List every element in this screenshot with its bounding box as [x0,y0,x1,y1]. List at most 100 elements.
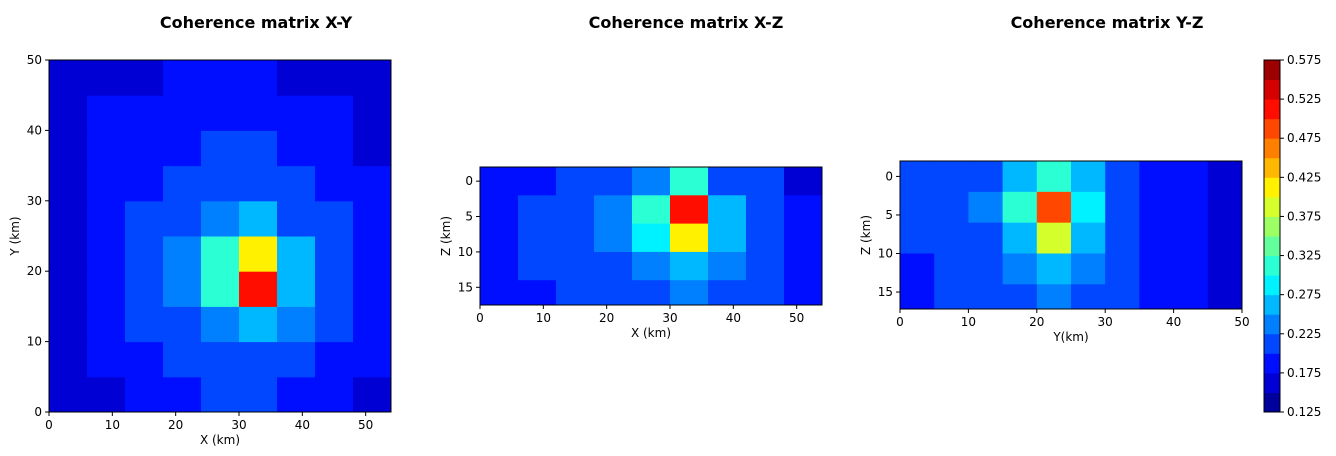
contour-cell [125,165,164,202]
panel: Coherence matrix X-Y 0 10 20 30 40 50 0 10 20 30 40… [8,13,392,447]
colorbar-band [1264,294,1280,315]
colorbar-tick-label: 0.275 [1287,288,1321,302]
contour-cell [315,341,354,378]
x-tick-label: 40 [1166,315,1181,329]
y-tick-label: 5 [465,210,473,224]
contour-cell [1071,253,1106,285]
contour-cell [1036,191,1072,224]
cells [900,161,1242,309]
x-tick-label: 10 [105,418,120,432]
contour-cell [900,191,935,224]
contour-cell [125,236,164,272]
contour-cell [125,376,164,412]
contour-cell [125,95,164,131]
y-axis-label: Z (km) [439,216,453,256]
contour-cell [1173,253,1209,285]
x-axis-label: X (km) [631,326,671,340]
contour-cell [87,236,126,272]
contour-cell [163,236,202,272]
x-tick-label: 50 [358,418,373,432]
contour-cell [315,306,354,343]
contour-cell [277,130,316,167]
contour-cell [480,251,519,281]
x-tick-label: 40 [295,418,310,432]
y-tick-label: 20 [27,264,42,278]
colorbar-band [1264,196,1280,217]
x-tick-label: 0 [45,418,53,432]
colorbar-band [1264,60,1280,81]
contour-cell [556,223,595,253]
contour-cell [746,195,785,225]
colorbar-band [1264,353,1280,374]
contour-cell [1002,284,1038,309]
contour-cell [87,165,126,202]
contour-cell [239,165,278,202]
contour-cell [1139,191,1175,224]
colorbar-band [1264,314,1280,335]
contour-cell [163,341,202,378]
contour-cell [315,376,354,412]
colorbar-band [1264,372,1280,393]
contour-cell [1173,161,1209,193]
contour-cell [87,271,126,307]
contour-cell [163,165,202,202]
y-tick-label: 15 [458,280,473,294]
colorbar-band [1264,79,1280,100]
contour-cell [239,130,278,167]
x-tick-label: 30 [662,311,677,325]
contour-cell [277,200,316,237]
contour-cell [125,271,164,307]
contour-cell [746,280,785,305]
contour-cell [934,191,969,224]
contour-cell [201,95,240,131]
contour-cell [125,200,164,237]
x-tick-label: 0 [476,311,484,325]
contour-cell [201,236,240,272]
contour-cell [353,95,391,131]
contour-cell [746,223,785,253]
contour-cell [518,280,557,305]
y-tick-label: 10 [878,247,893,261]
colorbar-frame [1263,59,1281,413]
contour-cell [125,60,164,96]
contour-cell [934,222,969,254]
contour-cell [1139,253,1175,285]
contour-cell [900,222,935,254]
colorbar-band [1264,138,1280,159]
contour-cell [934,284,969,309]
contour-cell [201,130,240,167]
x-tick-label: 20 [599,311,614,325]
contour-cell [1207,161,1242,193]
contour-cell [1207,284,1242,309]
colorbar-tick-label: 0.375 [1287,209,1321,223]
contour-cell [277,165,316,202]
contour-cell [1002,161,1038,193]
contour-cell [125,306,164,343]
x-tick-label: 10 [961,315,976,329]
contour-cell [1105,284,1140,309]
contour-cell [1173,222,1209,254]
contour-cell [201,165,240,202]
contour-cell [518,167,557,196]
contour-cell [1036,222,1072,254]
contour-cell [1105,222,1140,254]
colorbar-tick-label: 0.475 [1287,131,1321,145]
contour-cell [87,200,126,237]
contour-cell [315,271,354,307]
contour-cell [1036,284,1072,309]
contour-cell [87,130,126,167]
axes-frame [479,166,823,306]
axes-frame [899,160,1243,310]
contour-cell [87,306,126,343]
contour-cell [277,236,316,272]
y-tick-label: 0 [34,405,42,419]
contour-cell [201,376,240,412]
colorbar-tick-label: 0.425 [1287,170,1321,184]
contour-cell [277,376,316,412]
y-tick-label: 15 [878,285,893,299]
colorbar-band [1264,99,1280,120]
contour-cell [49,200,88,237]
contour-cell [632,280,671,305]
contour-cell [480,167,519,196]
contour-cell [201,306,240,343]
